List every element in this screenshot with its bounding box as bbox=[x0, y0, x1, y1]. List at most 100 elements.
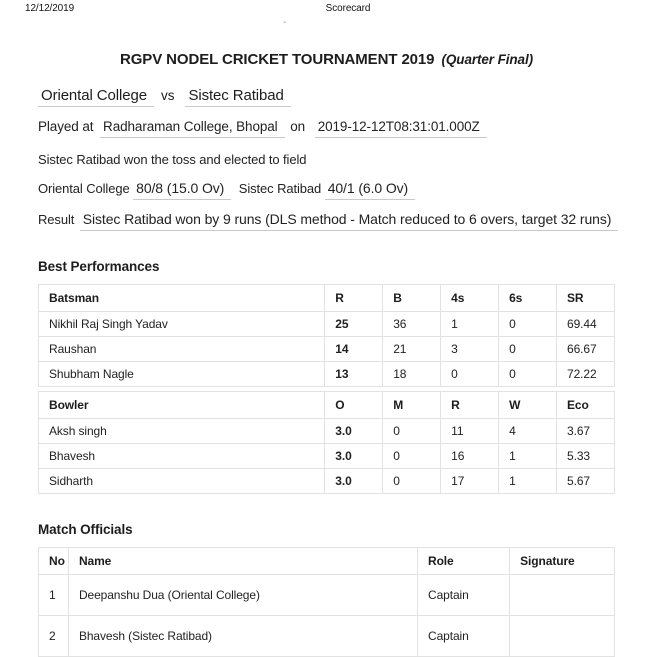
official-no-cell: 1 bbox=[38, 574, 69, 616]
best-performances-heading: Best Performances bbox=[38, 259, 160, 274]
officials-table: No Name Role Signature 1 Deepanshu Dua (… bbox=[38, 547, 615, 657]
batting-row: Nikhil Raj Singh Yadav 25 36 1 0 69.44 bbox=[37, 311, 615, 337]
batsman-name-cell: Raushan bbox=[37, 336, 326, 362]
strike-rate-cell: 66.67 bbox=[556, 336, 615, 362]
runs-conceded-cell: 16 bbox=[440, 443, 500, 469]
col-header-signature: Signature bbox=[509, 547, 615, 575]
page-title: RGPV NODEL CRICKET TOURNAMENT 2019 (Quar… bbox=[38, 51, 615, 68]
maidens-cell: 0 bbox=[382, 418, 442, 444]
official-role-cell: Captain bbox=[416, 615, 511, 657]
scorecard-page: RGPV NODEL CRICKET TOURNAMENT 2019 (Quar… bbox=[0, 51, 650, 657]
col-header-strike-rate: SR bbox=[556, 284, 615, 312]
bowling-header-row: Bowler O M R W Eco bbox=[37, 391, 615, 419]
batting-table: Batsman R B 4s 6s SR Nikhil Raj Singh Ya… bbox=[37, 284, 615, 387]
team1-score: 80/8 (15.0 Ov) bbox=[133, 180, 232, 200]
print-header: 12/12/2019 Scorecard bbox=[0, 0, 650, 15]
overs-cell: 3.0 bbox=[324, 443, 384, 469]
toss-line: Sistec Ratibad won the toss and elected … bbox=[38, 151, 615, 168]
tournament-name: RGPV NODEL CRICKET TOURNAMENT 2019 bbox=[119, 51, 435, 68]
print-date: 12/12/2019 bbox=[25, 3, 75, 14]
bowler-name-cell: Aksh singh bbox=[37, 418, 326, 444]
team2-name: Sistec Ratibad bbox=[185, 87, 291, 107]
col-header-maidens: M bbox=[382, 391, 442, 419]
col-header-name: Name bbox=[67, 547, 419, 575]
bowling-row: Aksh singh 3.0 0 11 4 3.67 bbox=[37, 418, 615, 444]
bowler-name-cell: Sidharth bbox=[37, 468, 326, 494]
teams-line: Oriental College vs Sistec Ratibad bbox=[38, 87, 615, 107]
col-header-wickets: W bbox=[498, 391, 558, 419]
batting-header-row: Batsman R B 4s 6s SR bbox=[37, 284, 615, 312]
col-header-runs: R bbox=[324, 284, 384, 312]
artifact-dash: - bbox=[283, 17, 287, 28]
fours-cell: 1 bbox=[440, 311, 500, 337]
col-header-balls: B bbox=[382, 284, 442, 312]
wickets-cell: 4 bbox=[498, 418, 558, 444]
overs-cell: 3.0 bbox=[324, 418, 384, 444]
sixes-cell: 0 bbox=[498, 311, 558, 337]
result-line: Result Sistec Ratibad won by 9 runs (DLS… bbox=[38, 211, 619, 231]
vs-label: vs bbox=[161, 88, 175, 103]
runs-conceded-cell: 11 bbox=[440, 418, 500, 444]
team1-name: Oriental College bbox=[38, 87, 154, 107]
col-header-economy: Eco bbox=[556, 391, 615, 419]
batsman-name-cell: Shubham Nagle bbox=[37, 361, 326, 387]
strike-rate-cell: 72.22 bbox=[556, 361, 615, 387]
col-header-batsman: Batsman bbox=[37, 284, 326, 312]
batsman-name-cell: Nikhil Raj Singh Yadav bbox=[37, 311, 326, 337]
strike-rate-cell: 69.44 bbox=[556, 311, 615, 337]
col-header-bowler: Bowler bbox=[37, 391, 326, 419]
runs-conceded-cell: 17 bbox=[440, 468, 500, 494]
wickets-cell: 1 bbox=[498, 468, 558, 494]
batting-row: Shubham Nagle 13 18 0 0 72.22 bbox=[37, 361, 615, 387]
team2-score: 40/1 (6.0 Ov) bbox=[324, 180, 416, 200]
economy-cell: 5.33 bbox=[556, 443, 615, 469]
match-officials-heading: Match Officials bbox=[38, 522, 133, 537]
bowling-row: Sidharth 3.0 0 17 1 5.67 bbox=[37, 468, 615, 494]
official-name-cell: Deepanshu Dua (Oriental College) bbox=[67, 574, 419, 616]
col-header-overs: O bbox=[324, 391, 384, 419]
sixes-cell: 0 bbox=[498, 336, 558, 362]
sixes-cell: 0 bbox=[498, 361, 558, 387]
col-header-fours: 4s bbox=[440, 284, 500, 312]
official-name-cell: Bhavesh (Sistec Ratibad) bbox=[67, 615, 419, 657]
balls-cell: 36 bbox=[382, 311, 442, 337]
col-header-sixes: 6s bbox=[498, 284, 558, 312]
runs-cell: 25 bbox=[324, 311, 384, 337]
overs-cell: 3.0 bbox=[324, 468, 384, 494]
official-row: 1 Deepanshu Dua (Oriental College) Capta… bbox=[38, 574, 615, 616]
wickets-cell: 1 bbox=[498, 443, 558, 469]
maidens-cell: 0 bbox=[382, 468, 442, 494]
batting-row: Raushan 14 21 3 0 66.67 bbox=[37, 336, 615, 362]
economy-cell: 3.67 bbox=[556, 418, 615, 444]
official-row: 2 Bhavesh (Sistec Ratibad) Captain bbox=[38, 615, 615, 657]
result-text: Sistec Ratibad won by 9 runs (DLS method… bbox=[79, 211, 619, 231]
team1-score-name: Oriental College bbox=[38, 181, 130, 196]
fours-cell: 0 bbox=[440, 361, 500, 387]
balls-cell: 18 bbox=[382, 361, 442, 387]
col-header-runs-conceded: R bbox=[440, 391, 500, 419]
official-signature-cell bbox=[509, 574, 615, 616]
runs-cell: 13 bbox=[324, 361, 384, 387]
official-role-cell: Captain bbox=[416, 574, 511, 616]
bowler-name-cell: Bhavesh bbox=[37, 443, 326, 469]
tournament-stage: (Quarter Final) bbox=[441, 52, 534, 67]
venue-line: Played at Radharaman College, Bhopal on … bbox=[38, 118, 615, 138]
maidens-cell: 0 bbox=[382, 443, 442, 469]
balls-cell: 21 bbox=[382, 336, 442, 362]
print-title: Scorecard bbox=[325, 3, 371, 14]
scores-line: Oriental College 80/8 (15.0 Ov) Sistec R… bbox=[38, 180, 615, 200]
venue-name: Radharaman College, Bhopal bbox=[100, 118, 285, 138]
bowling-row: Bhavesh 3.0 0 16 1 5.33 bbox=[37, 443, 615, 469]
col-header-no: No bbox=[38, 547, 69, 575]
runs-cell: 14 bbox=[324, 336, 384, 362]
played-at-label: Played at bbox=[38, 119, 94, 134]
official-no-cell: 2 bbox=[38, 615, 69, 657]
team2-score-name: Sistec Ratibad bbox=[238, 181, 322, 196]
match-datetime: 2019-12-12T08:31:01.000Z bbox=[314, 118, 487, 138]
on-label: on bbox=[290, 119, 306, 134]
officials-header-row: No Name Role Signature bbox=[38, 547, 615, 575]
bowling-table: Bowler O M R W Eco Aksh singh 3.0 0 11 4… bbox=[37, 391, 615, 494]
economy-cell: 5.67 bbox=[556, 468, 615, 494]
result-label: Result bbox=[38, 212, 75, 227]
col-header-role: Role bbox=[416, 547, 511, 575]
